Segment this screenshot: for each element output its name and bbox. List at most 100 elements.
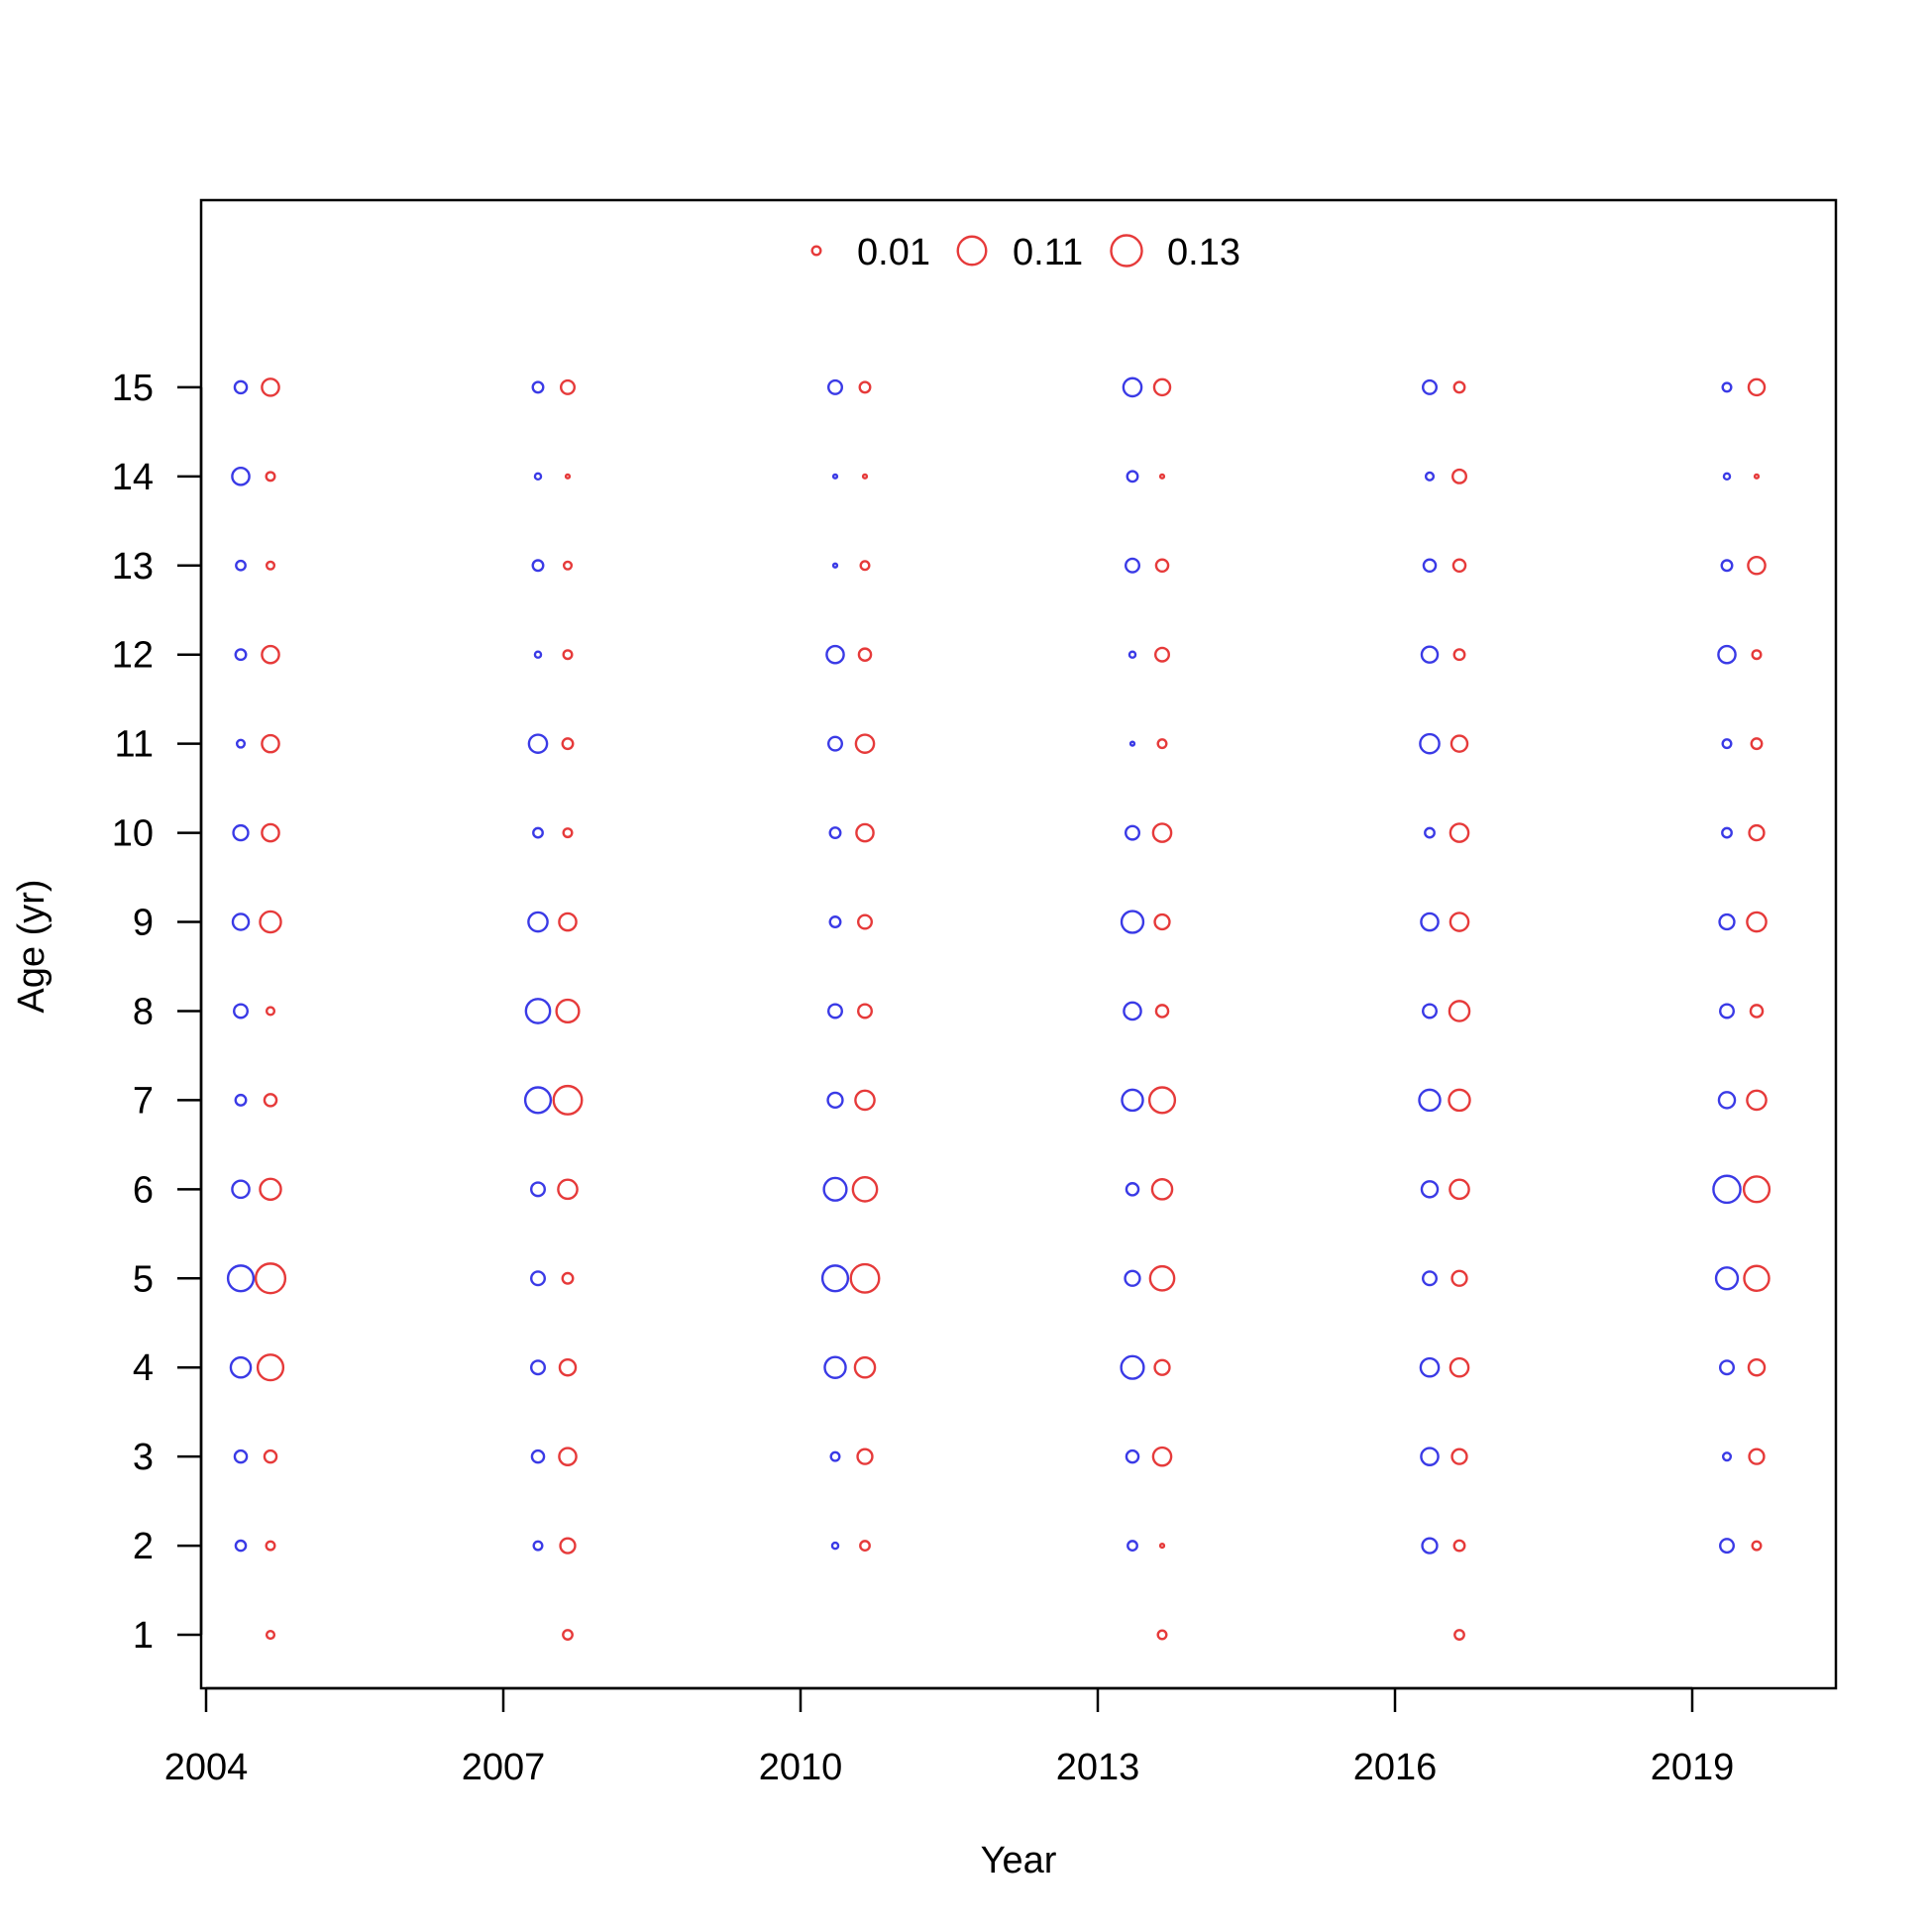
bubble-point [1717,1091,1737,1110]
bubble-point [857,913,873,930]
bubble-point [1449,822,1470,843]
bubble-point [1158,473,1166,480]
y-tick-label: 11 [115,724,154,766]
y-tick-label: 15 [112,368,154,409]
bubble-point [1158,1542,1166,1550]
bubble-point [1450,1448,1468,1465]
bubble-point [557,1178,579,1201]
bubble-point [855,822,875,843]
x-tick-label: 2010 [759,1747,843,1788]
y-tick-label: 1 [133,1615,154,1657]
bubble-point [231,1179,251,1200]
bubble-point [263,1093,278,1108]
bubble-point [1721,738,1733,750]
bubble-point [1150,1178,1174,1201]
bubble-point [1419,732,1441,755]
bubble-point [552,1084,584,1116]
bubble-point [1748,823,1766,842]
bubble-point [261,377,280,397]
bubble-point [560,378,576,395]
bubble-point [233,1003,249,1020]
bubble-point [1747,1357,1767,1377]
legend-marker [956,235,988,267]
bubble-point [558,1357,578,1377]
bubble-point [533,650,543,659]
bubble-point [1712,1174,1742,1205]
bubble-point [828,915,842,928]
bubble-point [1121,1088,1144,1113]
bubble-point [1154,646,1170,663]
bubble-point [530,1181,546,1198]
bubble-point [1449,734,1469,753]
bubble-point [1124,1269,1141,1287]
bubble-point [1148,1264,1176,1292]
bubble-point [532,1540,544,1552]
bubble-point [263,1449,278,1464]
bubble-point [1753,473,1761,480]
bubble-point [1721,381,1733,393]
bubble-point [1419,1356,1441,1378]
y-tick-label: 14 [112,457,154,498]
bubble-point [1450,1269,1468,1287]
bubble-point [558,1447,578,1466]
bubble-point [1421,1537,1439,1555]
bubble-point [859,1540,871,1553]
bubble-point [1153,912,1171,931]
bubble-point [531,559,545,573]
bubble-point [1154,1004,1170,1019]
bubble-point [822,1176,848,1202]
bubble-point [820,1264,850,1293]
bubble-point [558,912,578,932]
bubble-point [559,1537,577,1555]
bubble-point [1452,380,1466,394]
bubble-point [1151,822,1173,843]
bubble-point [524,998,552,1024]
bubble-point [1748,1448,1766,1465]
bubble-point [265,1006,276,1017]
legend-marker [1110,234,1143,268]
bubble-point [1128,740,1136,747]
bubble-point [830,1541,840,1551]
bubble-point [1449,1356,1470,1378]
plot-frame [199,198,1838,1690]
bubble-point [234,648,248,662]
bubble-point [229,1355,253,1379]
bubble-point [1424,826,1436,839]
bubble-point [265,471,276,483]
y-tick-label: 13 [112,546,154,588]
bubble-point [1120,1354,1145,1380]
bubble-point [854,733,876,754]
bubble-point [1122,376,1143,398]
bubble-point [1125,557,1140,574]
bubble-point [1126,470,1139,483]
bubble-point [859,560,871,572]
bubble-point [1750,737,1764,751]
bubble-point [261,733,280,754]
bubble-point [1422,378,1438,395]
bubble-point [1451,468,1467,484]
bubble-point [1125,1449,1140,1464]
bubble-point [854,1089,876,1112]
bubble-point [1743,1264,1771,1293]
bubble-point [1420,1180,1440,1199]
bubble-point [1422,1003,1438,1020]
bubble-point [234,1539,248,1553]
bubble-point [1746,1089,1768,1112]
bubble-point [1722,472,1732,482]
bubble-point [857,647,873,662]
bubble-point [853,1355,877,1379]
bubble-point [861,473,869,480]
bubble-point [1422,558,1438,574]
bubble-point [561,737,575,751]
bubble-point [1449,912,1470,932]
bubble-point [1714,1266,1740,1291]
bubble-point [1747,555,1767,576]
y-tick-label: 2 [133,1526,154,1567]
bubble-point [856,1448,874,1465]
bubble-point [1751,649,1763,661]
bubble-point [1125,824,1140,841]
legend-label: 0.01 [857,232,930,273]
bubble-point [261,644,280,665]
bubble-point [259,910,282,934]
bubble-point [858,380,872,394]
